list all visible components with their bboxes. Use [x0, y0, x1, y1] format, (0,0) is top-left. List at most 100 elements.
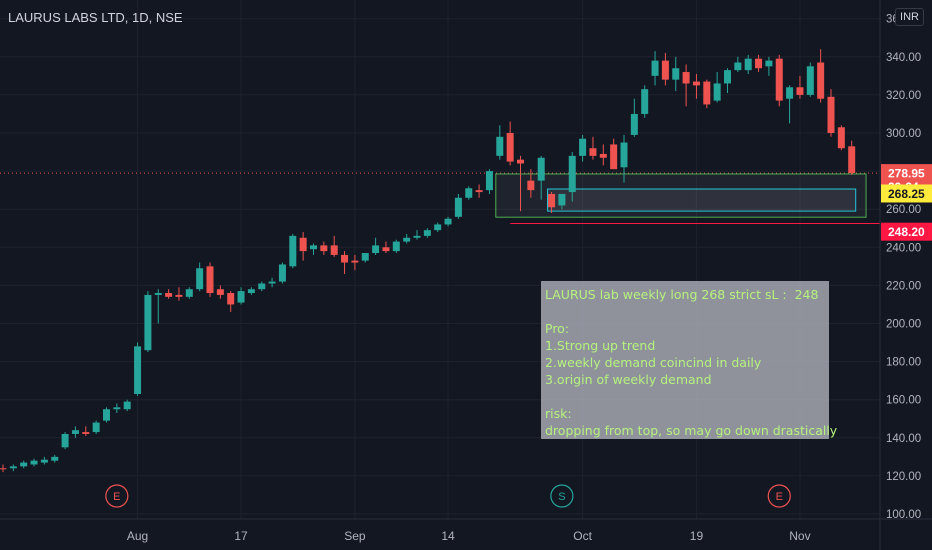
x-tick-label: 17	[234, 529, 248, 543]
candle	[517, 155, 524, 212]
event-marker-e[interactable]: E	[105, 484, 129, 508]
candle	[548, 192, 556, 214]
candle	[361, 253, 369, 263]
candle	[682, 64, 690, 107]
price-label-text: 248.20	[888, 225, 925, 239]
candle-body	[310, 245, 317, 250]
candle-body	[382, 247, 390, 252]
note-line: dropping from top, so may go down drasti…	[545, 423, 838, 438]
candle	[434, 222, 442, 233]
candle	[796, 75, 804, 99]
candle	[485, 169, 493, 194]
candle-body	[9, 466, 17, 469]
candle	[755, 54, 763, 73]
candle	[289, 233, 297, 269]
candle-body	[796, 87, 804, 95]
candle-body	[216, 289, 224, 295]
candle-body	[661, 60, 669, 80]
candle	[744, 54, 752, 74]
candle	[30, 458, 38, 467]
candle	[672, 56, 680, 92]
candle	[568, 152, 576, 202]
event-circle	[105, 484, 129, 508]
candle-body	[0, 468, 7, 470]
candle-body	[713, 83, 721, 101]
symbol-title: LAURUS LABS LTD, 1D, NSE	[8, 10, 183, 25]
candle-body	[351, 260, 359, 263]
candle	[227, 291, 235, 313]
candle	[40, 456, 48, 465]
candle-body	[403, 237, 411, 242]
candle	[465, 186, 473, 200]
candle-body	[134, 346, 142, 394]
demand-zone-inner	[547, 188, 857, 212]
x-tick-label: Nov	[789, 529, 810, 543]
candle-body	[527, 180, 535, 191]
candle-body	[465, 188, 473, 198]
currency-button[interactable]: INR	[895, 8, 924, 26]
event-marker-e[interactable]: E	[767, 484, 791, 508]
candle	[806, 62, 814, 97]
candle	[71, 426, 79, 438]
candle	[527, 169, 535, 198]
x-tick-label: 14	[441, 529, 455, 543]
candle	[599, 144, 607, 166]
candle	[630, 98, 638, 137]
candle	[734, 56, 742, 73]
candle	[827, 89, 835, 137]
candle	[589, 136, 597, 160]
candle	[403, 233, 411, 244]
candle-body	[185, 289, 193, 297]
event-label: E	[113, 491, 120, 503]
candle-body	[341, 254, 349, 263]
candle	[692, 73, 700, 99]
annotation-note[interactable]: LAURUS lab weekly long 268 strict sL : 2…	[541, 281, 838, 439]
event-circle	[767, 484, 791, 508]
candle	[341, 251, 349, 274]
candle	[206, 262, 214, 297]
event-marker-s[interactable]: S	[550, 484, 574, 508]
candle	[82, 426, 90, 436]
candle	[765, 56, 773, 76]
candle-body	[755, 58, 763, 69]
note-line	[545, 388, 825, 405]
candle-body	[278, 264, 286, 282]
candle	[61, 432, 69, 450]
candle	[610, 138, 618, 170]
candle-body	[568, 155, 576, 193]
candle	[247, 287, 255, 295]
y-tick-label: 140.00	[886, 433, 921, 445]
candle	[278, 262, 286, 284]
candle-body	[672, 68, 680, 80]
candle-body	[299, 237, 307, 252]
candle-body	[703, 81, 711, 105]
candle	[103, 407, 110, 423]
candle-body	[537, 157, 545, 181]
candles	[0, 49, 856, 473]
candle-body	[258, 283, 266, 290]
candle-body	[103, 409, 110, 421]
candle	[113, 403, 121, 414]
candle-body	[765, 60, 773, 67]
candle	[134, 342, 142, 396]
candle-body	[71, 430, 79, 434]
candle-body	[827, 96, 835, 133]
candle-body	[227, 293, 235, 305]
note-line: 1.Strong up trend	[545, 338, 656, 353]
demand-zone-outer	[495, 173, 867, 218]
candle	[299, 232, 307, 261]
candle-body	[744, 58, 752, 71]
candle-body	[40, 459, 48, 463]
candle	[0, 464, 7, 473]
candle	[320, 241, 328, 255]
x-tick-label: Sep	[344, 529, 366, 543]
price-label-bg	[881, 222, 932, 241]
candle-body	[454, 197, 462, 217]
candle	[372, 237, 380, 255]
candle-body	[61, 433, 69, 448]
candle	[258, 281, 266, 292]
candle-body	[268, 281, 276, 284]
candle	[330, 235, 338, 257]
